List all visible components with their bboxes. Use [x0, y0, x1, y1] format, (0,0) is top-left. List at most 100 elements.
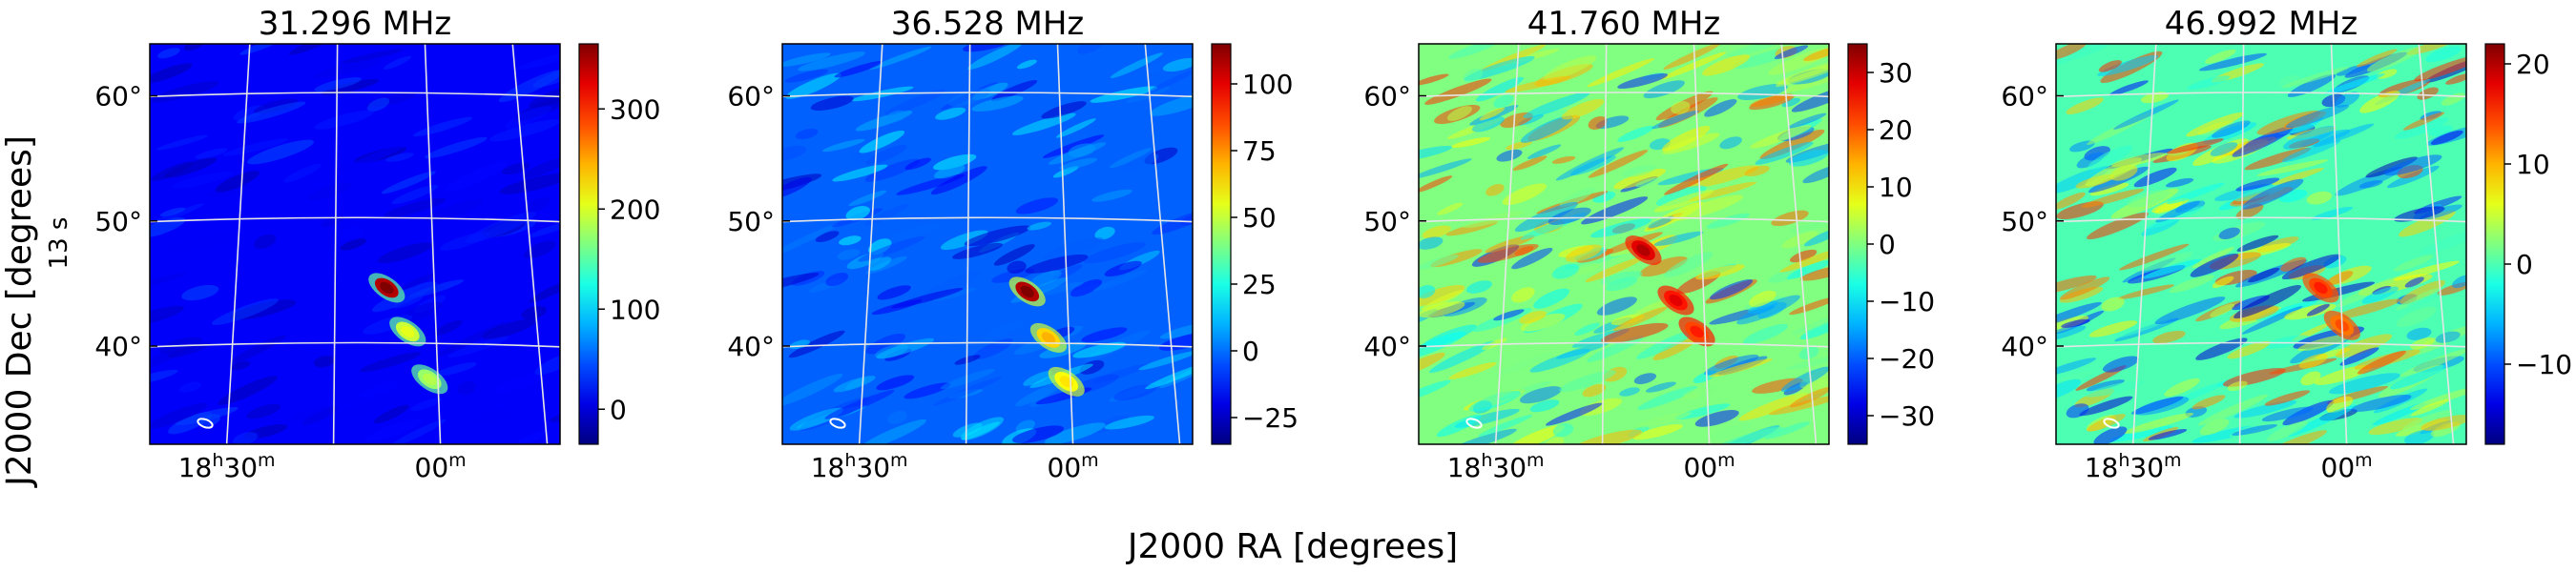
noise-streak — [2396, 306, 2437, 328]
noise-streak — [2332, 298, 2400, 320]
noise-streak — [1011, 425, 1065, 443]
noise-streak — [933, 153, 977, 171]
noise-streak — [1613, 168, 1666, 190]
panel-2: 36.528 MHz 60° 50° 40° 18h30m 00m 100 75 50 25 0 −2… — [727, 5, 1298, 483]
noise-streak — [2140, 92, 2170, 104]
noise-streak — [2404, 276, 2424, 288]
noise-streak — [1094, 226, 1115, 240]
noise-streak — [2265, 335, 2310, 349]
noise-streak — [2214, 184, 2275, 201]
noise-streak — [1145, 362, 1193, 390]
noise-streak — [1617, 125, 1654, 142]
noise-streak — [384, 55, 412, 70]
noise-streak — [1159, 322, 1193, 339]
noise-streak — [2164, 378, 2200, 398]
noise-streak — [2393, 260, 2460, 281]
ra-grid-line — [1494, 44, 1520, 444]
noise-streak — [2109, 425, 2173, 442]
noise-streak — [1519, 311, 1547, 324]
ra-grid-line — [1056, 44, 1074, 444]
ra-grid-line — [2131, 44, 2157, 444]
heatmap-field — [2056, 44, 2466, 444]
source-core-2 — [401, 325, 415, 338]
noise-streak — [991, 268, 1034, 283]
noise-streak — [1496, 149, 1523, 162]
noise-streak — [2282, 399, 2335, 426]
noise-streak — [825, 272, 849, 287]
noise-streak — [1561, 98, 1605, 120]
noise-streak — [2197, 394, 2269, 426]
noise-streak — [2089, 182, 2129, 196]
noise-streak — [930, 166, 987, 195]
noise-streak — [2236, 235, 2279, 252]
noise-streak — [2445, 72, 2466, 85]
noise-streak — [2393, 255, 2433, 272]
noise-streak — [1619, 387, 1640, 397]
dec-tick-label: 50° — [727, 206, 775, 237]
dec-tick-label: 40° — [1363, 331, 1411, 362]
noise-streak — [237, 101, 306, 124]
noise-streak — [2396, 287, 2441, 311]
noise-streak — [211, 298, 279, 326]
noise-streak — [2205, 49, 2236, 64]
noise-streak — [2333, 428, 2374, 444]
noise-streak — [1588, 115, 1608, 130]
noise-streak — [1622, 165, 1657, 177]
noise-streak — [1799, 264, 1829, 281]
noise-streak — [2306, 303, 2330, 317]
colorbar-tick-label: 10 — [1879, 172, 1913, 203]
noise-streak — [2227, 380, 2248, 392]
noise-streak — [991, 80, 1038, 101]
noise-streak — [1652, 110, 1699, 130]
noise-streak — [2336, 334, 2393, 358]
dec-tick-label: 50° — [2001, 206, 2048, 237]
noise-streak — [864, 158, 921, 182]
noise-streak — [1419, 73, 1449, 86]
noise-streak — [904, 382, 951, 399]
noise-streak — [1422, 225, 1451, 239]
noise-streak — [1149, 92, 1193, 116]
source-core-1 — [1636, 244, 1651, 256]
noise-streak — [1147, 68, 1193, 93]
noise-streak — [887, 411, 907, 424]
noise-streak — [2066, 97, 2104, 114]
noise-streak — [1781, 231, 1818, 249]
noise-streak — [2241, 178, 2304, 210]
noise-streak — [527, 218, 560, 238]
noise-streak — [2066, 403, 2089, 419]
colorbar-tick-label: 10 — [2516, 149, 2550, 180]
noise-streak — [2212, 276, 2234, 288]
noise-streak — [2233, 284, 2301, 319]
noise-streak — [1527, 144, 1562, 159]
noise-streak — [364, 419, 424, 442]
noise-streak — [2406, 327, 2432, 340]
noise-streak — [444, 160, 509, 193]
noise-streak — [1446, 106, 1472, 121]
source-core-2 — [1669, 294, 1683, 307]
ra-grid-line — [965, 44, 971, 444]
noise-streak — [1092, 270, 1147, 292]
noise-streak — [1780, 366, 1829, 393]
noise-streak — [447, 336, 509, 358]
noise-streak — [2248, 267, 2280, 283]
colorbar-tick-label: 0 — [1242, 336, 1259, 367]
noise-streak — [2281, 139, 2341, 163]
noise-streak — [884, 110, 907, 123]
noise-streak — [301, 406, 339, 426]
noise-streak — [2232, 126, 2295, 157]
noise-streak — [971, 95, 1024, 112]
source-core-2 — [1041, 332, 1056, 344]
noise-streak — [2351, 394, 2412, 412]
noise-streak — [2329, 373, 2400, 395]
noise-streak — [2056, 358, 2096, 377]
noise-streak — [2130, 396, 2184, 415]
noise-streak — [377, 242, 432, 264]
noise-streak — [482, 318, 537, 339]
noise-streak — [1485, 183, 1505, 196]
noise-streak — [1437, 202, 1464, 215]
noise-streak — [283, 163, 322, 183]
noise-streak — [150, 63, 193, 84]
noise-streak — [2148, 429, 2188, 440]
colorbar-tick-label: 0 — [610, 394, 627, 425]
